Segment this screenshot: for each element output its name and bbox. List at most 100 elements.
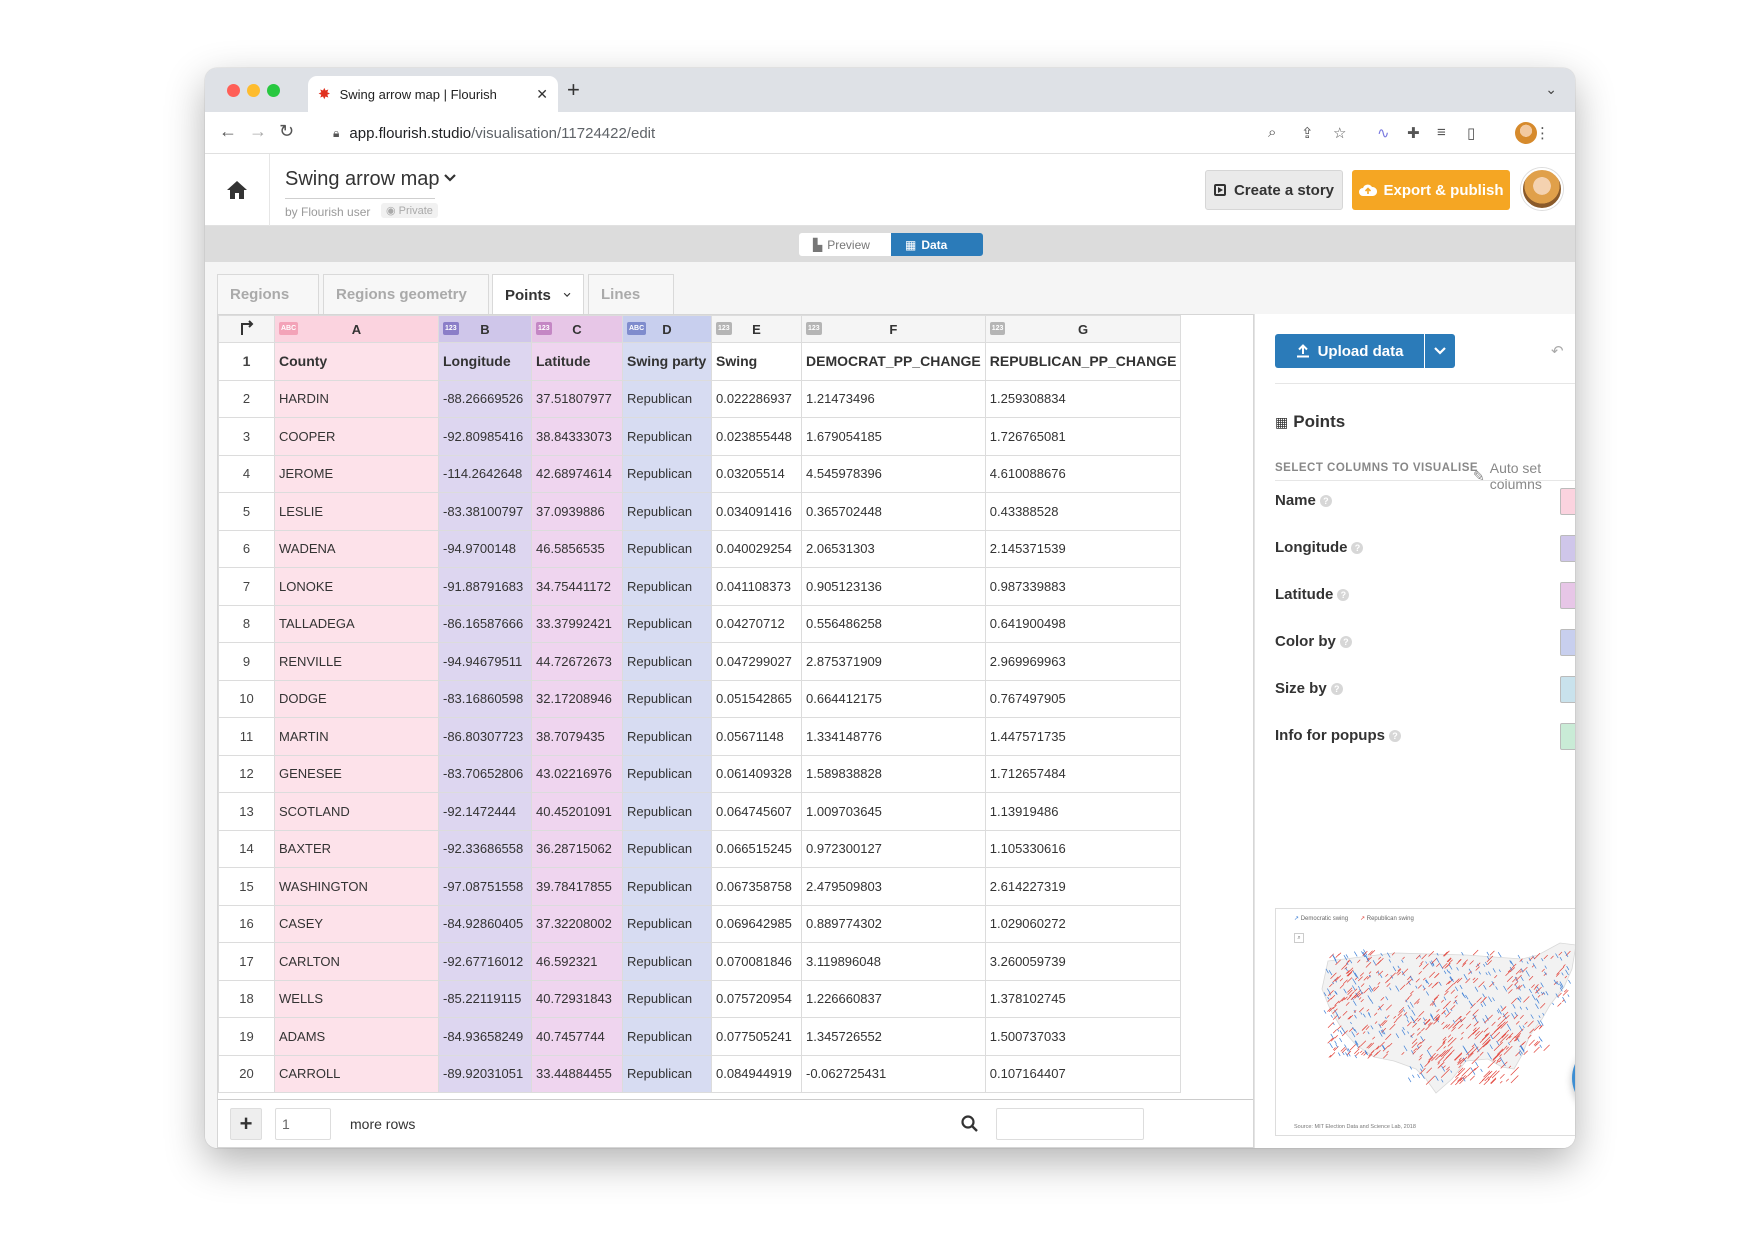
binding-column-chip[interactable]: D	[1560, 629, 1575, 656]
help-icon[interactable]: ?	[1388, 730, 1401, 742]
visualisation-thumbnail[interactable]: ↗ Democratic swing ↗ Republican swing ⌕ …	[1275, 908, 1575, 1136]
table-cell[interactable]: 37.0939886	[531, 492, 623, 531]
column-header-c[interactable]: 123 C	[531, 315, 623, 343]
new-tab-icon[interactable]: +	[567, 77, 580, 102]
close-window-button[interactable]	[227, 84, 240, 97]
table-cell[interactable]: -86.16587666	[438, 604, 532, 643]
row-number[interactable]: 16	[218, 904, 275, 943]
table-cell[interactable]: Republican	[622, 979, 712, 1018]
table-cell[interactable]: 1.13919486	[984, 792, 1182, 831]
column-header-d[interactable]: ABC D	[622, 315, 712, 343]
table-cell[interactable]: WASHINGTON	[274, 867, 439, 906]
table-cell[interactable]: Republican	[622, 529, 712, 568]
table-cell[interactable]: 0.061409328	[711, 754, 802, 793]
row-number[interactable]: 17	[218, 942, 275, 981]
table-cell[interactable]: 46.592321	[531, 942, 623, 981]
table-cell[interactable]: 0.767497905	[984, 679, 1182, 718]
table-cell[interactable]: 37.32208002	[531, 904, 623, 943]
table-cell[interactable]: CARLTON	[274, 942, 439, 981]
table-cell[interactable]: -83.70652806	[438, 754, 532, 793]
table-cell[interactable]: CARROLL	[274, 1054, 439, 1093]
table-cell[interactable]: Republican	[622, 754, 712, 793]
table-cell[interactable]: -0.062725431	[801, 1054, 986, 1093]
table-cell[interactable]: ADAMS	[274, 1017, 439, 1056]
back-arrow-icon[interactable]: ←	[219, 121, 237, 141]
table-cell[interactable]: 4.545978396	[801, 454, 986, 493]
table-cell[interactable]: 1.029060272	[984, 904, 1182, 943]
table-cell[interactable]: 0.43388528	[984, 492, 1182, 531]
table-cell[interactable]: 0.05671148	[711, 717, 802, 756]
binding-column-chip[interactable]: L	[1560, 676, 1575, 703]
select-all-corner[interactable]	[218, 315, 275, 343]
table-cell[interactable]: -88.26669526	[438, 379, 532, 418]
table-cell[interactable]: Republican	[622, 567, 712, 606]
table-cell[interactable]: Longitude	[438, 342, 532, 381]
row-number[interactable]: 9	[218, 642, 275, 681]
table-cell[interactable]: 40.45201091	[531, 792, 623, 831]
upload-data-button[interactable]: Upload data	[1275, 334, 1424, 368]
row-number[interactable]: 5	[218, 492, 275, 531]
minimize-window-button[interactable]	[247, 84, 260, 97]
row-number[interactable]: 12	[218, 754, 275, 793]
sheet-tab-points[interactable]: Points	[492, 274, 584, 315]
visualisation-title[interactable]: Swing arrow map	[285, 168, 440, 190]
table-cell[interactable]: 0.067358758	[711, 867, 802, 906]
column-header-b[interactable]: 123 B	[438, 315, 532, 343]
help-icon[interactable]: ?	[1351, 542, 1364, 554]
table-cell[interactable]: 0.066515245	[711, 829, 802, 868]
binding-column-chip[interactable]: B	[1560, 535, 1575, 562]
browser-profile-avatar[interactable]	[1515, 122, 1537, 144]
row-number[interactable]: 7	[218, 567, 275, 606]
table-cell[interactable]: -89.92031051	[438, 1054, 532, 1093]
table-cell[interactable]: 0.070081846	[711, 942, 802, 981]
search-icon[interactable]	[960, 1114, 980, 1134]
table-cell[interactable]: Republican	[622, 379, 712, 418]
table-cell[interactable]: BAXTER	[274, 829, 439, 868]
table-cell[interactable]: Republican	[622, 454, 712, 493]
row-number[interactable]: 15	[218, 867, 275, 906]
table-cell[interactable]: -92.67716012	[438, 942, 532, 981]
preview-toggle[interactable]: ▙ Preview	[799, 233, 891, 256]
table-cell[interactable]: 0.556486258	[801, 604, 986, 643]
table-cell[interactable]: 1.105330616	[984, 829, 1182, 868]
table-cell[interactable]: Republican	[622, 604, 712, 643]
table-cell[interactable]: County	[274, 342, 439, 381]
table-cell[interactable]: 44.72672673	[531, 642, 623, 681]
table-cell[interactable]: 0.641900498	[984, 604, 1182, 643]
table-cell[interactable]: 2.614227319	[984, 867, 1182, 906]
table-cell[interactable]: 0.023855448	[711, 417, 802, 456]
table-cell[interactable]: JEROME	[274, 454, 439, 493]
table-cell[interactable]: 38.7079435	[531, 717, 623, 756]
table-cell[interactable]: 2.875371909	[801, 642, 986, 681]
extension-wave-icon[interactable]: ∿	[1377, 125, 1390, 142]
bookmark-star-icon[interactable]: ☆	[1333, 125, 1347, 142]
maximize-window-button[interactable]	[267, 84, 280, 97]
table-cell[interactable]: -86.80307723	[438, 717, 532, 756]
table-cell[interactable]: Republican	[622, 717, 712, 756]
row-number[interactable]: 3	[218, 417, 275, 456]
row-number[interactable]: 13	[218, 792, 275, 831]
chevron-down-icon[interactable]	[443, 171, 457, 185]
table-cell[interactable]: Republican	[622, 642, 712, 681]
binding-column-chip[interactable]: A	[1560, 488, 1575, 515]
row-number[interactable]: 6	[218, 529, 275, 568]
data-toggle[interactable]: ▦ Data	[891, 233, 983, 256]
table-cell[interactable]: Republican	[622, 417, 712, 456]
table-cell[interactable]: CASEY	[274, 904, 439, 943]
table-cell[interactable]: -97.08751558	[438, 867, 532, 906]
zoom-icon[interactable]: ⌕	[1268, 124, 1277, 141]
table-cell[interactable]: REPUBLICAN_PP_CHANGE	[984, 342, 1182, 381]
chat-support-button[interactable]	[1572, 1044, 1575, 1112]
help-icon[interactable]: ?	[1337, 589, 1350, 601]
table-cell[interactable]: 0.987339883	[984, 567, 1182, 606]
table-cell[interactable]: 1.679054185	[801, 417, 986, 456]
table-cell[interactable]: COOPER	[274, 417, 439, 456]
table-cell[interactable]: 4.610088676	[984, 454, 1182, 493]
table-cell[interactable]: 0.905123136	[801, 567, 986, 606]
table-cell[interactable]: Republican	[622, 679, 712, 718]
table-cell[interactable]: 39.78417855	[531, 867, 623, 906]
table-cell[interactable]: 0.040029254	[711, 529, 802, 568]
table-cell[interactable]: 0.064745607	[711, 792, 802, 831]
table-cell[interactable]: 2.06531303	[801, 529, 986, 568]
table-cell[interactable]: 0.084944919	[711, 1054, 802, 1093]
